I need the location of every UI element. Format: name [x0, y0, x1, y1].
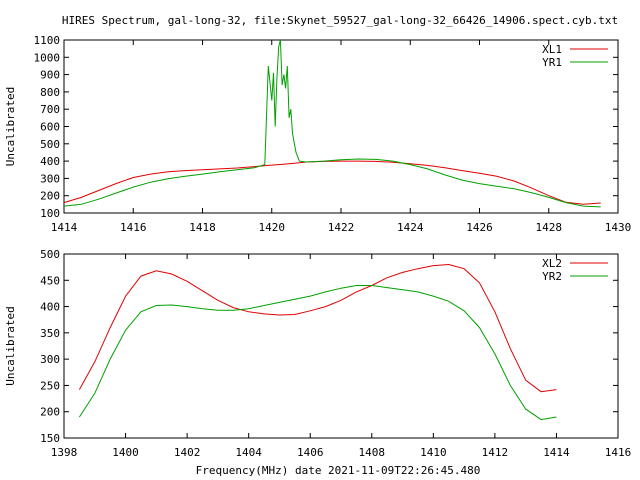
y-tick-label: 250 [40, 379, 60, 392]
x-tick-label: 1406 [297, 446, 324, 459]
series-line-yr2 [78, 285, 557, 421]
y-tick-label: 450 [40, 274, 60, 287]
legend-label-xl2: XL2 [542, 257, 562, 270]
series-line-yr1 [63, 39, 601, 208]
legend-label-xl1: XL1 [542, 43, 562, 56]
x-tick-label: 1404 [235, 446, 262, 459]
x-tick-label: 1408 [359, 446, 386, 459]
y-tick-label: 200 [40, 406, 60, 419]
plot-frame [63, 39, 619, 214]
y-tick-label: 350 [40, 327, 60, 340]
legend-label-yr2: YR2 [542, 270, 562, 283]
top-spectrum-panel: 100 200 300 400 500 600 700 800 900 1000 1100 1414 1… [4, 34, 631, 234]
series-line-xl1 [63, 160, 601, 205]
x-tick-label: 1422 [328, 221, 355, 234]
figure-title: HIRES Spectrum, gal-long-32, file:Skynet… [62, 14, 618, 27]
y-axis-label: Uncalibrated [4, 306, 17, 385]
y-tick-label: 900 [40, 69, 60, 82]
series-line-xl2 [78, 263, 557, 393]
bottom-spectrum-panel: 150 200 250 300 350 400 450 500 1398 1400 1402 1404… [4, 248, 631, 459]
y-tick-label: 1100 [34, 34, 61, 47]
y-tick-label: 400 [40, 301, 60, 314]
x-tick-label: 1410 [420, 446, 447, 459]
y-tick-label: 500 [40, 138, 60, 151]
x-tick-label: 1420 [259, 221, 286, 234]
x-tick-label: 1400 [112, 446, 139, 459]
x-tick-label: 1416 [120, 221, 147, 234]
y-axis-label: Uncalibrated [4, 87, 17, 166]
legend-label-yr1: YR1 [542, 56, 562, 69]
y-tick-label: 400 [40, 155, 60, 168]
x-tick-label: 1412 [482, 446, 509, 459]
y-tick-label: 300 [40, 353, 60, 366]
y-tick-label: 600 [40, 121, 60, 134]
x-tick-label: 1416 [605, 446, 632, 459]
x-tick-label: 1428 [536, 221, 563, 234]
x-tick-label: 1426 [466, 221, 493, 234]
x-tick-label: 1430 [605, 221, 632, 234]
y-tick-label: 100 [40, 207, 60, 220]
footer-xlabel: Frequency(MHz) date 2021-11-09T22:26:45.… [196, 464, 481, 477]
y-tick-label: 1000 [34, 51, 61, 64]
y-tick-label: 500 [40, 248, 60, 261]
y-tick-label: 800 [40, 86, 60, 99]
y-tick-label: 150 [40, 432, 60, 445]
x-tick-label: 1414 [543, 446, 570, 459]
plot-frame [63, 253, 619, 439]
x-tick-label: 1414 [51, 221, 78, 234]
x-tick-label: 1402 [174, 446, 201, 459]
x-tick-label: 1424 [397, 221, 424, 234]
x-tick-label: 1398 [51, 446, 78, 459]
y-tick-label: 700 [40, 103, 60, 116]
y-tick-label: 300 [40, 172, 60, 185]
y-tick-label: 200 [40, 190, 60, 203]
x-tick-label: 1418 [189, 221, 216, 234]
